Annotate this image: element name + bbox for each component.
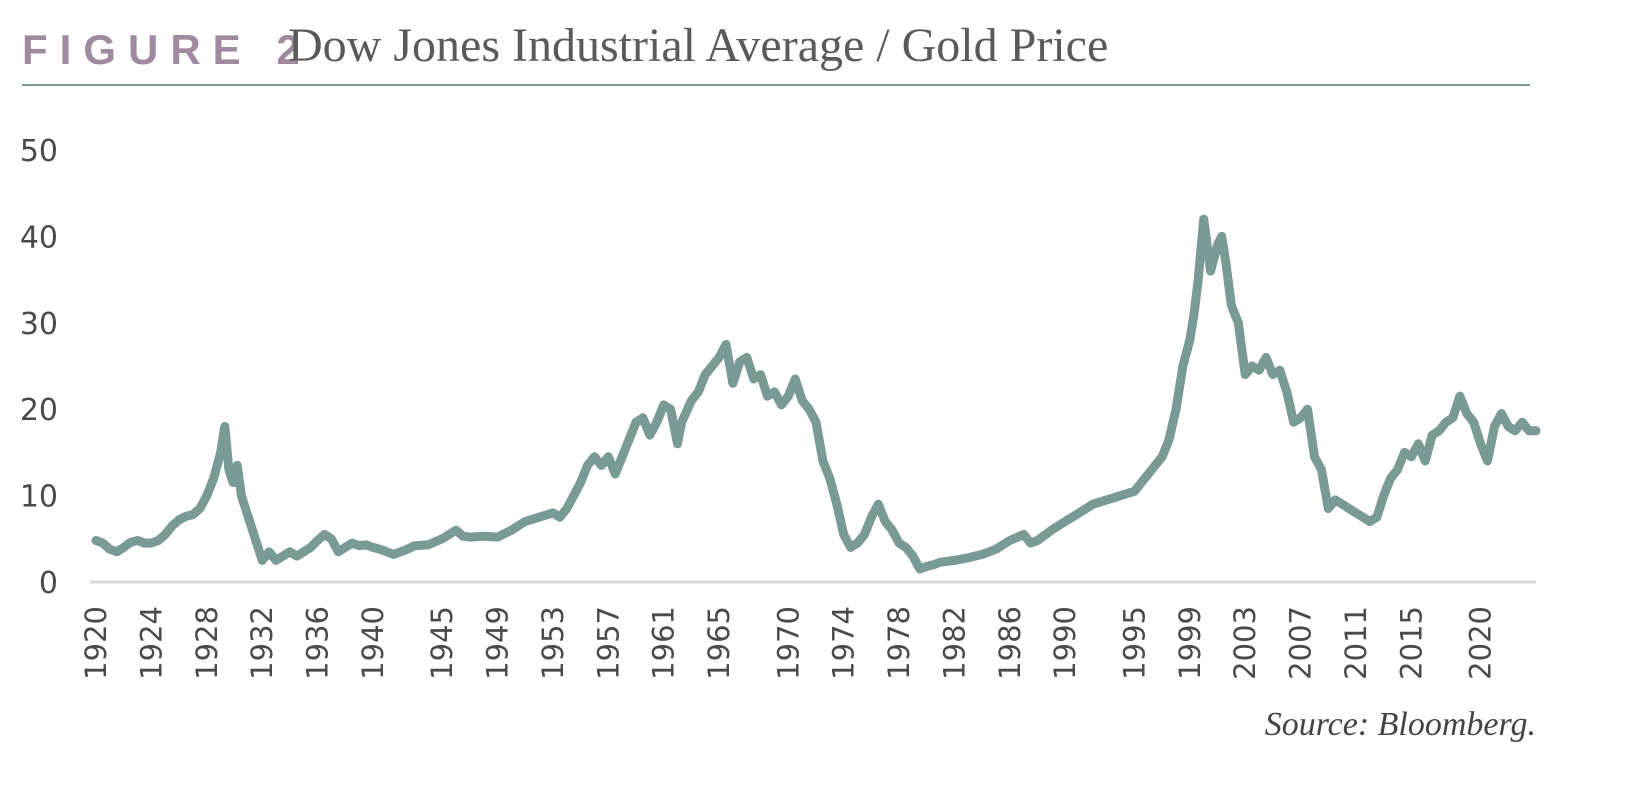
x-tick-label: 1999	[1173, 606, 1207, 680]
x-tick-label: 2011	[1339, 606, 1373, 680]
x-axis: 1920 1924 1928 1932 1936 1940 1945 1949 1953 1957…	[79, 606, 1498, 680]
x-tick-label: 1957	[591, 606, 625, 680]
x-tick-label: 1932	[245, 606, 279, 680]
x-tick-label: 2020	[1464, 606, 1498, 680]
x-tick-label: 1986	[993, 606, 1027, 680]
x-tick-label: 1945	[425, 606, 459, 680]
figure-label: FIGURE 2	[22, 26, 312, 73]
x-tick-label: 1990	[1048, 606, 1082, 680]
chart-title: Dow Jones Industrial Average / Gold Pric…	[288, 19, 1109, 72]
figure-header: FIGURE 2 Dow Jones Industrial Average / …	[22, 12, 1530, 86]
source-note: Source: Bloomberg.	[1264, 706, 1536, 743]
x-tick-label: 2003	[1228, 606, 1262, 680]
x-tick-label: 1928	[190, 606, 224, 680]
x-tick-label: 1949	[481, 606, 515, 680]
x-tick-label: 1940	[356, 606, 390, 680]
x-tick-label: 1970	[771, 606, 805, 680]
x-tick-label: 2015	[1394, 606, 1428, 680]
x-tick-label: 1978	[882, 606, 916, 680]
y-tick-label: 0	[39, 566, 58, 601]
y-tick-label: 20	[20, 393, 58, 428]
x-tick-label: 1961	[647, 606, 681, 680]
y-tick-label: 50	[20, 134, 58, 169]
x-tick-label: 1936	[301, 606, 335, 680]
x-tick-label: 2007	[1284, 606, 1318, 680]
y-tick-label: 10	[20, 480, 58, 515]
series-line	[91, 214, 1541, 574]
x-tick-label: 1965	[702, 606, 736, 680]
x-tick-label: 1920	[79, 606, 113, 680]
y-tick-label: 30	[20, 307, 58, 342]
x-tick-label: 1924	[134, 606, 168, 680]
x-tick-label: 1953	[536, 606, 570, 680]
y-tick-label: 40	[20, 220, 58, 255]
x-tick-label: 1995	[1117, 606, 1151, 680]
x-tick-label: 1982	[937, 606, 971, 680]
y-axis: 0 10 20 30 40 50	[20, 134, 58, 601]
x-tick-label: 1974	[827, 606, 861, 680]
